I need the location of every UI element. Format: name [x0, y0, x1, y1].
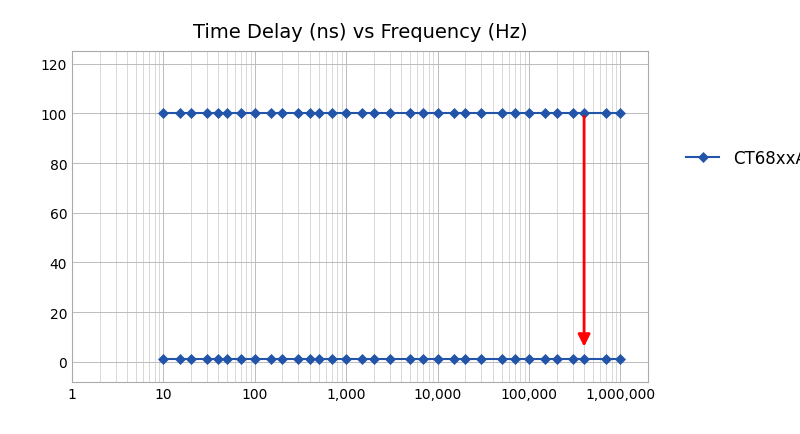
CT68xxA — [250, 112, 260, 117]
CT68xxA — [449, 112, 458, 117]
CT68xxA — [433, 112, 442, 117]
CT68xxA — [266, 112, 276, 117]
Title: Time Delay (ns) vs Frequency (Hz): Time Delay (ns) vs Frequency (Hz) — [193, 23, 527, 42]
CT68xxA — [369, 112, 378, 117]
CT68xxA — [278, 112, 287, 117]
CT68xxA — [418, 112, 428, 117]
CT68xxA — [314, 112, 323, 117]
CT68xxA — [358, 112, 367, 117]
Line: CT68xxA: CT68xxA — [160, 111, 624, 118]
CT68xxA — [524, 112, 534, 117]
CT68xxA — [158, 112, 168, 117]
Legend: CT68xxA: CT68xxA — [679, 143, 800, 174]
CT68xxA — [616, 112, 626, 117]
CT68xxA — [327, 112, 337, 117]
CT68xxA — [602, 112, 611, 117]
CT68xxA — [385, 112, 394, 117]
CT68xxA — [236, 112, 246, 117]
CT68xxA — [579, 112, 589, 117]
CT68xxA — [552, 112, 562, 117]
CT68xxA — [174, 112, 184, 117]
CT68xxA — [497, 112, 506, 117]
CT68xxA — [214, 112, 223, 117]
CT68xxA — [222, 112, 232, 117]
CT68xxA — [186, 112, 196, 117]
CT68xxA — [460, 112, 470, 117]
CT68xxA — [202, 112, 212, 117]
CT68xxA — [477, 112, 486, 117]
CT68xxA — [510, 112, 520, 117]
CT68xxA — [568, 112, 578, 117]
CT68xxA — [305, 112, 314, 117]
CT68xxA — [406, 112, 415, 117]
CT68xxA — [342, 112, 351, 117]
CT68xxA — [540, 112, 550, 117]
CT68xxA — [294, 112, 303, 117]
